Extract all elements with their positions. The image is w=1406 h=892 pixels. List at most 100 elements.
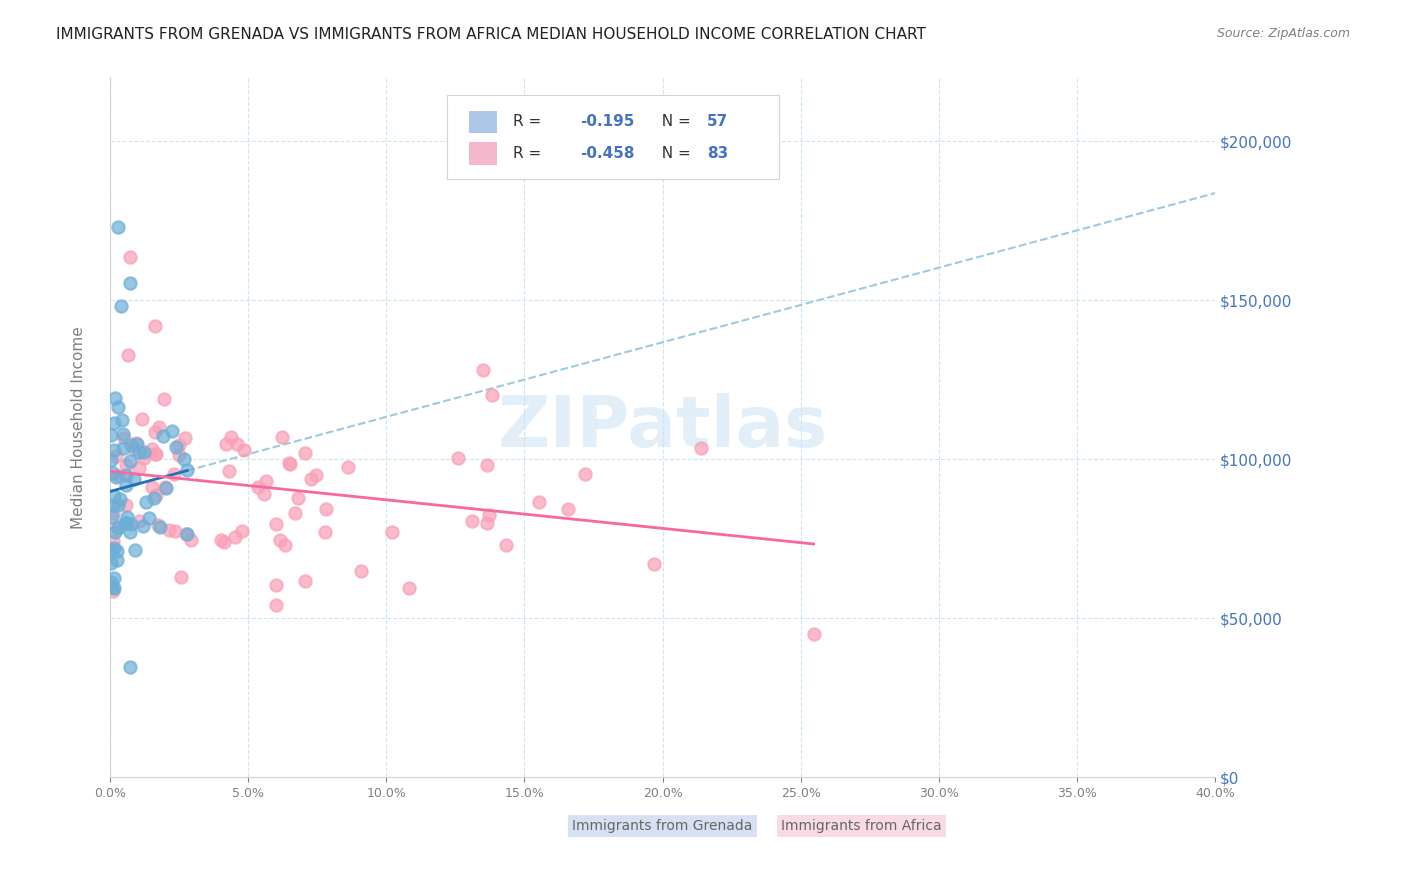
Point (103, 442, 125, 457)
Point (103, 571, 125, 585)
Point (176, 527, 198, 541)
Point (138, 511, 160, 525)
Point (212, 534, 235, 549)
Point (105, 470, 128, 484)
Text: 57: 57 (707, 114, 728, 129)
Point (115, 498, 138, 512)
Point (478, 508, 501, 522)
Point (103, 416, 125, 430)
Point (280, 457, 302, 471)
Point (173, 431, 195, 445)
Point (155, 480, 177, 494)
Point (274, 538, 297, 552)
Point (120, 438, 142, 452)
Point (398, 581, 420, 595)
Point (107, 400, 129, 414)
Text: N =: N = (651, 114, 695, 129)
Point (264, 578, 287, 592)
Point (447, 451, 470, 466)
Point (111, 441, 134, 455)
Point (143, 447, 166, 461)
Point (107, 468, 129, 483)
Point (141, 481, 163, 495)
Point (100, 543, 122, 558)
Point (145, 488, 167, 502)
Point (125, 437, 148, 451)
Text: -0.195: -0.195 (579, 114, 634, 129)
Point (103, 489, 125, 503)
Point (180, 533, 202, 547)
Point (152, 428, 174, 442)
Point (120, 516, 142, 531)
Point (160, 425, 183, 439)
Point (101, 580, 124, 594)
Point (173, 452, 195, 467)
Point (233, 443, 256, 458)
Point (287, 491, 309, 505)
Point (643, 558, 665, 572)
Point (231, 524, 253, 539)
Point (143, 318, 166, 333)
Point (574, 467, 596, 482)
Text: 83: 83 (707, 145, 728, 161)
Point (315, 502, 337, 516)
Point (107, 219, 129, 234)
Point (141, 442, 163, 456)
Point (114, 516, 136, 531)
Point (557, 501, 579, 516)
Point (803, 626, 825, 640)
Point (124, 442, 146, 456)
Point (110, 300, 132, 314)
Point (107, 543, 129, 558)
Point (128, 461, 150, 475)
Point (336, 460, 359, 475)
Point (247, 480, 270, 494)
Point (149, 520, 172, 534)
Y-axis label: Median Household Income: Median Household Income (72, 326, 86, 529)
Point (163, 524, 186, 538)
Point (117, 348, 139, 362)
Point (120, 454, 142, 468)
Point (111, 413, 134, 427)
Point (294, 574, 316, 588)
Point (101, 467, 124, 481)
Point (269, 533, 291, 547)
Point (118, 660, 141, 674)
Point (219, 430, 242, 444)
Point (135, 495, 157, 509)
Point (690, 441, 713, 455)
Point (101, 533, 124, 548)
Point (118, 250, 141, 264)
Text: ZIPatlas: ZIPatlas (498, 392, 828, 462)
Point (174, 527, 197, 541)
Point (124, 543, 146, 558)
Point (143, 425, 166, 439)
Text: Immigrants from Grenada: Immigrants from Grenada (572, 820, 752, 833)
Point (132, 518, 155, 533)
Point (167, 448, 190, 462)
Point (112, 426, 135, 441)
Point (264, 598, 287, 612)
Point (495, 538, 517, 552)
Point (254, 474, 277, 488)
Point (143, 491, 166, 505)
Point (475, 516, 498, 530)
Point (115, 478, 138, 492)
Point (117, 509, 139, 524)
Point (471, 363, 494, 377)
Point (170, 570, 193, 584)
Point (107, 552, 129, 566)
Text: Source: ZipAtlas.com: Source: ZipAtlas.com (1216, 27, 1350, 40)
Point (475, 458, 498, 472)
Point (253, 487, 276, 501)
Point (132, 445, 155, 459)
Point (104, 391, 127, 405)
Point (270, 430, 292, 444)
Point (103, 541, 125, 556)
Point (100, 574, 122, 589)
Point (100, 557, 122, 571)
Point (122, 472, 145, 486)
Point (305, 467, 328, 482)
Point (155, 482, 177, 496)
Text: -0.458: -0.458 (579, 145, 634, 161)
